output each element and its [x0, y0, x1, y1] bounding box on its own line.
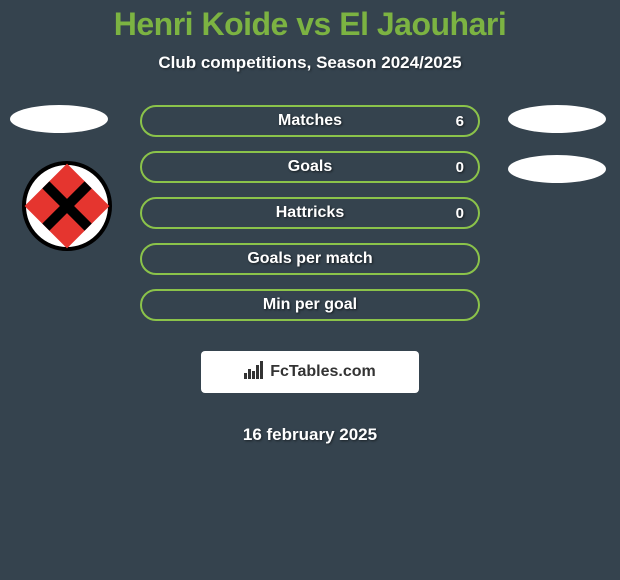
brand-link[interactable]: FcTables.com: [201, 351, 419, 393]
stat-label: Goals per match: [247, 250, 372, 268]
stat-value: 6: [456, 113, 464, 130]
page-title: Henri Koide vs El Jaouhari: [114, 6, 506, 43]
stat-label: Min per goal: [263, 296, 357, 314]
club-logo-inner: [25, 164, 110, 249]
brand-label: FcTables.com: [270, 363, 376, 381]
value-pill: [10, 105, 108, 133]
stat-row: Matches 6: [140, 105, 480, 137]
left-indicator-column: [10, 105, 108, 133]
stat-row: Hattricks 0: [140, 197, 480, 229]
date-label: 16 february 2025: [243, 425, 377, 445]
value-pill: [508, 105, 606, 133]
page-subtitle: Club competitions, Season 2024/2025: [158, 53, 461, 73]
stat-row: Min per goal: [140, 289, 480, 321]
stat-value: 0: [456, 159, 464, 176]
club-logo-xamax: [22, 161, 112, 251]
stat-label: Hattricks: [276, 204, 344, 222]
stat-label: Matches: [278, 112, 342, 130]
stat-row: Goals per match: [140, 243, 480, 275]
stat-label: Goals: [288, 158, 332, 176]
content-area: Matches 6 Goals 0 Hattricks 0 Goals per …: [0, 105, 620, 445]
stat-row: Goals 0: [140, 151, 480, 183]
bar-chart-icon: [244, 361, 266, 384]
value-pill: [508, 155, 606, 183]
stat-value: 0: [456, 205, 464, 222]
right-indicator-column: [508, 105, 606, 183]
